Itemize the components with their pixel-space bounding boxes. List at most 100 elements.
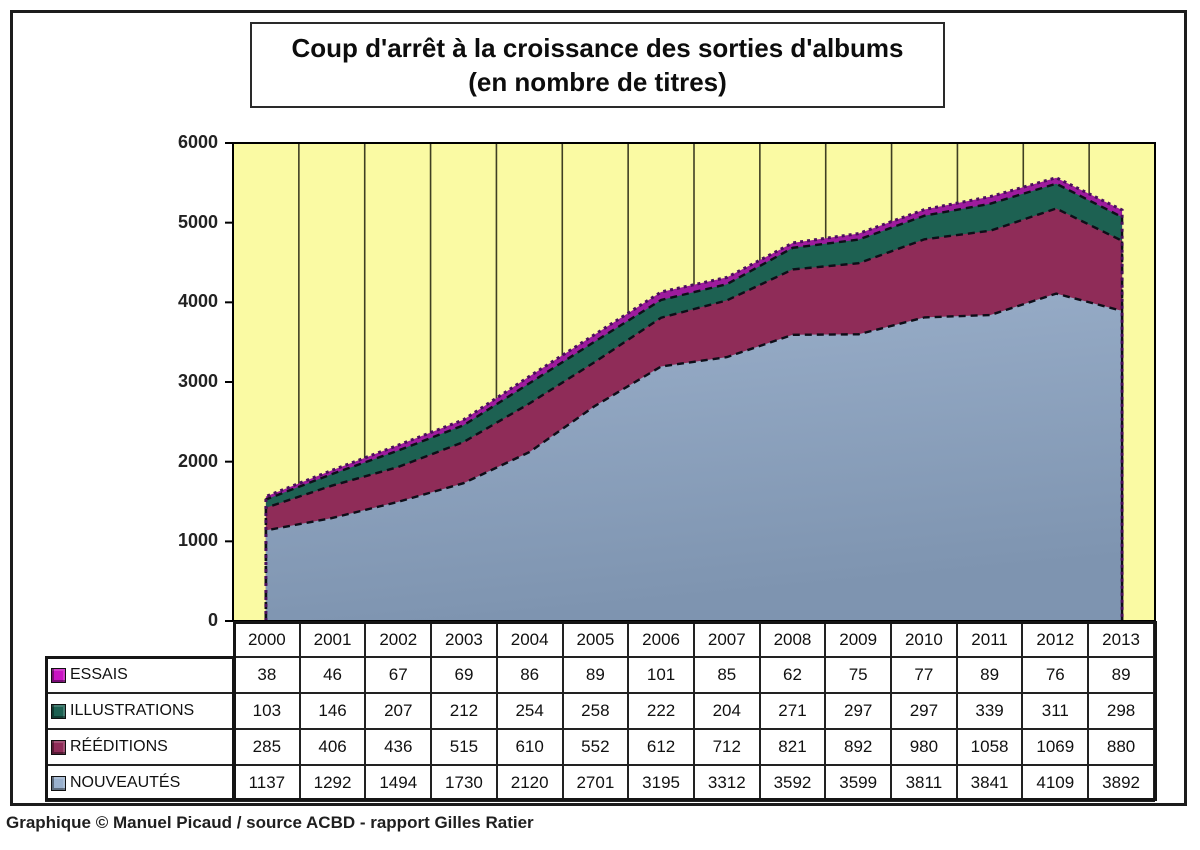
value-cell: 77 — [890, 656, 958, 694]
year-header-cell: 2008 — [758, 621, 827, 658]
value-cell: 297 — [890, 692, 958, 730]
year-header-cell: 2001 — [298, 621, 367, 658]
value-cell: 207 — [364, 692, 433, 730]
value-cell: 89 — [1087, 656, 1155, 694]
legend-cell-rééditions: RÉÉDITIONS — [45, 728, 235, 766]
value-cell: 3892 — [1087, 764, 1155, 802]
value-cell: 1058 — [955, 728, 1024, 766]
value-cell: 271 — [758, 692, 827, 730]
value-cell: 212 — [430, 692, 498, 730]
value-cell: 1292 — [298, 764, 367, 802]
year-header-cell: 2004 — [495, 621, 564, 658]
legend-label: NOUVEAUTÉS — [70, 774, 181, 791]
legend-cell-nouveautés: NOUVEAUTÉS — [45, 764, 235, 802]
legend-label: ESSAIS — [70, 666, 128, 683]
value-cell: 298 — [1087, 692, 1155, 730]
value-cell: 297 — [824, 692, 893, 730]
y-axis-label: 6000 — [177, 132, 218, 152]
value-cell: 4109 — [1021, 764, 1090, 802]
year-header-cell: 2002 — [364, 621, 433, 658]
value-cell: 101 — [627, 656, 695, 694]
y-axis-label: 1000 — [177, 530, 218, 551]
value-cell: 254 — [495, 692, 564, 730]
value-cell: 46 — [298, 656, 367, 694]
source-caption: Graphique © Manuel Picaud / source ACBD … — [6, 813, 534, 832]
chart-title-line1: Coup d'arrêt à la croissance des sorties… — [291, 33, 904, 63]
year-header-cell: 2009 — [824, 621, 893, 658]
value-cell: 76 — [1021, 656, 1090, 694]
value-cell: 1137 — [233, 764, 301, 802]
value-cell: 2701 — [561, 764, 630, 802]
band-boundary-line — [264, 207, 1124, 621]
value-cell: 69 — [430, 656, 498, 694]
value-cell: 2120 — [495, 764, 564, 802]
value-cell: 1494 — [364, 764, 433, 802]
year-header-cell: 2003 — [430, 621, 498, 658]
year-header-cell: 2011 — [955, 621, 1024, 658]
value-cell: 3592 — [758, 764, 827, 802]
value-cell: 892 — [824, 728, 893, 766]
stacked-area-chart — [225, 142, 1156, 622]
value-cell: 285 — [233, 728, 301, 766]
legend-cell-illustrations: ILLUSTRATIONS — [45, 692, 235, 730]
value-cell: 62 — [758, 656, 827, 694]
legend-label: ILLUSTRATIONS — [70, 702, 195, 719]
value-cell: 103 — [233, 692, 301, 730]
value-cell: 75 — [824, 656, 893, 694]
value-cell: 880 — [1087, 728, 1155, 766]
band-boundary-line — [264, 292, 1124, 621]
value-cell: 339 — [955, 692, 1024, 730]
value-cell: 1730 — [430, 764, 498, 802]
data-table: 2000 2001 2002 2003 2004 2005 2006 2007 2008 2009… — [45, 621, 1155, 802]
value-cell: 515 — [430, 728, 498, 766]
value-cell: 311 — [1021, 692, 1090, 730]
value-cell: 610 — [495, 728, 564, 766]
value-cell: 1069 — [1021, 728, 1090, 766]
value-cell: 89 — [955, 656, 1024, 694]
year-header-cell: 2007 — [692, 621, 761, 658]
value-cell: 552 — [561, 728, 630, 766]
value-cell: 3312 — [692, 764, 761, 802]
band-boundary-line — [264, 182, 1124, 621]
value-cell: 821 — [758, 728, 827, 766]
year-header-cell: 2013 — [1087, 621, 1155, 658]
value-cell: 406 — [298, 728, 367, 766]
year-header-cell: 2012 — [1021, 621, 1090, 658]
value-cell: 67 — [364, 656, 433, 694]
value-cell: 3811 — [890, 764, 958, 802]
y-axis-label: 0 — [207, 610, 218, 630]
value-cell: 89 — [561, 656, 630, 694]
year-header-cell: 2010 — [890, 621, 958, 658]
value-cell: 3599 — [824, 764, 893, 802]
chart-title-box: Coup d'arrêt à la croissance des sorties… — [250, 22, 945, 108]
legend-swatch-icon — [51, 667, 66, 683]
value-cell: 85 — [692, 656, 761, 694]
year-header-cell: 2005 — [561, 621, 630, 658]
value-cell: 436 — [364, 728, 433, 766]
value-cell: 612 — [627, 728, 695, 766]
legend-swatch-icon — [51, 775, 66, 791]
value-cell: 204 — [692, 692, 761, 730]
value-cell: 980 — [890, 728, 958, 766]
value-cell: 38 — [233, 656, 301, 694]
y-axis-label: 2000 — [177, 450, 218, 471]
table-corner-blank — [46, 622, 234, 657]
value-cell: 222 — [627, 692, 695, 730]
value-cell: 3841 — [955, 764, 1024, 802]
value-cell: 712 — [692, 728, 761, 766]
legend-swatch-icon — [51, 739, 66, 755]
legend-swatch-icon — [51, 703, 66, 719]
y-axis-label: 5000 — [177, 211, 218, 232]
value-cell: 258 — [561, 692, 630, 730]
y-axis-label: 4000 — [177, 291, 218, 312]
year-header-cell: 2000 — [233, 621, 301, 658]
value-cell: 146 — [298, 692, 367, 730]
area-band-nouveautés — [265, 293, 1123, 621]
legend-cell-essais: ESSAIS — [45, 656, 235, 694]
y-axis-label: 3000 — [177, 371, 218, 391]
legend-label: RÉÉDITIONS — [70, 738, 168, 755]
year-header-cell: 2006 — [627, 621, 695, 658]
chart-title-line2: (en nombre de titres) — [468, 67, 727, 97]
value-cell: 86 — [495, 656, 564, 694]
value-cell: 3195 — [627, 764, 695, 802]
